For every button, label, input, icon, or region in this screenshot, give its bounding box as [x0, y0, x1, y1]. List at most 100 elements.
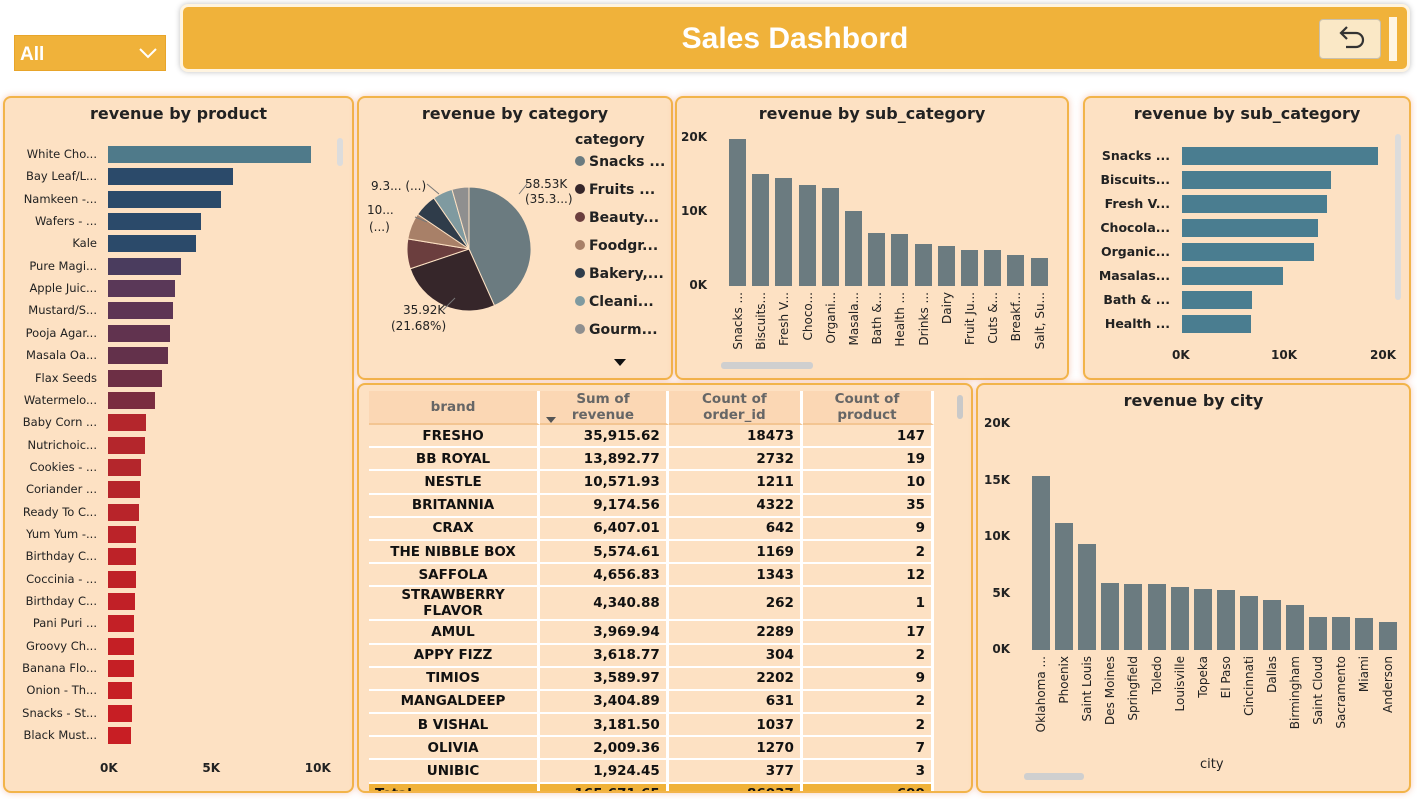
product-bar[interactable]: [108, 302, 173, 320]
product-bar[interactable]: [108, 525, 137, 543]
city-column[interactable]: [1032, 475, 1050, 650]
subcat-column[interactable]: [891, 234, 909, 286]
product-bar[interactable]: [108, 548, 136, 566]
legend-item[interactable]: Fruits ...: [575, 182, 655, 198]
city-column[interactable]: [1332, 617, 1351, 650]
city-column[interactable]: [1193, 588, 1212, 650]
table-row[interactable]: BRITANNIA 9,174.56 4322 35: [369, 494, 934, 518]
table-row[interactable]: SAFFOLA 4,656.83 1343 12: [369, 564, 934, 588]
product-bar[interactable]: [108, 168, 233, 186]
product-bar[interactable]: [108, 682, 132, 700]
subcat-column[interactable]: [775, 177, 793, 286]
city-column[interactable]: [1355, 618, 1374, 650]
product-bar[interactable]: [108, 414, 146, 432]
product-bar[interactable]: [108, 637, 135, 655]
city-column[interactable]: [1309, 617, 1328, 650]
product-bar[interactable]: [108, 213, 202, 231]
subcat-column[interactable]: [821, 187, 839, 286]
pie-slice[interactable]: [409, 248, 496, 312]
subcat-bar-scrollbar[interactable]: [1395, 134, 1401, 300]
city-column[interactable]: [1378, 621, 1397, 650]
product-bar[interactable]: [108, 257, 181, 275]
product-bar[interactable]: [108, 280, 175, 298]
subcat-bar[interactable]: [1182, 243, 1314, 261]
subcat-column[interactable]: [868, 233, 886, 286]
product-bar[interactable]: [108, 347, 169, 365]
col-brand[interactable]: brand: [369, 391, 541, 425]
subcat-bar[interactable]: [1182, 195, 1327, 213]
table-row[interactable]: CRAX 6,407.01 642 9: [369, 517, 934, 541]
legend-item[interactable]: Snacks ...: [575, 154, 665, 170]
table-row[interactable]: OLIVIA 2,009.36 1270 7: [369, 737, 934, 761]
product-scrollbar[interactable]: [337, 138, 343, 166]
table-row[interactable]: FRESHO 35,915.62 18473 147: [369, 425, 934, 449]
table-row[interactable]: APPY FIZZ 3,618.77 304 2: [369, 644, 934, 668]
product-bar[interactable]: [108, 146, 311, 163]
subcat-column[interactable]: [984, 249, 1002, 286]
subcat-column[interactable]: [961, 249, 978, 286]
legend-item[interactable]: Cleani...: [575, 294, 654, 310]
subcat-bar[interactable]: [1182, 147, 1379, 165]
legend-item[interactable]: Foodgr...: [575, 238, 658, 254]
legend-item[interactable]: Gourm...: [575, 322, 658, 338]
table-row[interactable]: MANGALDEEP 3,404.89 631 2: [369, 690, 934, 715]
legend-item[interactable]: Beauty...: [575, 210, 659, 226]
city-column[interactable]: [1147, 584, 1166, 650]
subcat-bar[interactable]: [1182, 315, 1252, 333]
back-button[interactable]: [1319, 19, 1381, 59]
city-column[interactable]: [1078, 543, 1097, 650]
city-scrollbar[interactable]: [1024, 773, 1084, 780]
product-bar[interactable]: [108, 324, 171, 342]
pie-slice[interactable]: [451, 186, 470, 250]
subcat-column[interactable]: [752, 174, 770, 286]
subcat-column[interactable]: [1030, 257, 1048, 286]
product-bar[interactable]: [108, 481, 140, 499]
subcat-bar[interactable]: [1182, 171, 1332, 189]
table-row[interactable]: B VISHAL 3,181.50 1037 2: [369, 714, 934, 738]
col-sum-revenue[interactable]: Sum of revenue: [540, 391, 669, 425]
city-column[interactable]: [1216, 590, 1235, 650]
col-order-count[interactable]: Count of order_id: [668, 391, 803, 425]
table-row[interactable]: TIMIOS 3,589.97 2202 9: [369, 667, 934, 691]
product-bar[interactable]: [108, 235, 197, 253]
product-bar[interactable]: [108, 391, 156, 409]
subcat-column[interactable]: [729, 139, 746, 286]
subcat-column[interactable]: [914, 243, 932, 286]
product-bar[interactable]: [108, 436, 145, 454]
table-row[interactable]: THE NIBBLE BOX 5,574.61 1169 2: [369, 540, 934, 565]
product-bar[interactable]: [108, 570, 136, 588]
subcat-bar[interactable]: [1182, 267, 1283, 285]
table-scrollbar[interactable]: [957, 395, 963, 419]
subcat-column[interactable]: [798, 184, 816, 286]
product-bar[interactable]: [108, 503, 139, 521]
legend-more-icon[interactable]: [613, 358, 627, 368]
table-row[interactable]: STRAWBERRY FLAVOR 4,340.88 262 1: [369, 587, 934, 622]
product-bar[interactable]: [108, 660, 134, 678]
legend-item[interactable]: Bakery,...: [575, 266, 664, 282]
product-bar[interactable]: [108, 593, 135, 610]
city-column[interactable]: [1286, 604, 1305, 650]
subcat-column[interactable]: [845, 210, 862, 286]
city-column[interactable]: [1101, 583, 1120, 650]
product-bar[interactable]: [108, 704, 132, 722]
table-row[interactable]: UNIBIC 1,924.45 377 3: [369, 760, 934, 784]
table-row[interactable]: NESTLE 10,571.93 1211 10: [369, 471, 934, 495]
subcat-column-scrollbar[interactable]: [721, 362, 813, 369]
city-column[interactable]: [1055, 523, 1074, 650]
product-bar[interactable]: [108, 727, 131, 745]
city-column[interactable]: [1124, 584, 1143, 650]
product-bar[interactable]: [108, 615, 135, 633]
product-bar[interactable]: [108, 458, 141, 476]
subcat-column[interactable]: [1007, 254, 1025, 286]
product-bar[interactable]: [108, 190, 221, 208]
city-column[interactable]: [1263, 600, 1281, 650]
col-product-count[interactable]: Count of product: [802, 391, 934, 425]
table-row[interactable]: BB ROYAL 13,892.77 2732 19: [369, 448, 934, 472]
table-row[interactable]: AMUL 3,969.94 2289 17: [369, 621, 934, 645]
filter-dropdown[interactable]: All: [14, 35, 166, 71]
city-column[interactable]: [1239, 595, 1258, 650]
subcat-bar[interactable]: [1182, 291, 1253, 309]
subcat-column[interactable]: [937, 246, 955, 286]
product-bar[interactable]: [108, 369, 163, 387]
subcat-bar[interactable]: [1182, 219, 1318, 237]
